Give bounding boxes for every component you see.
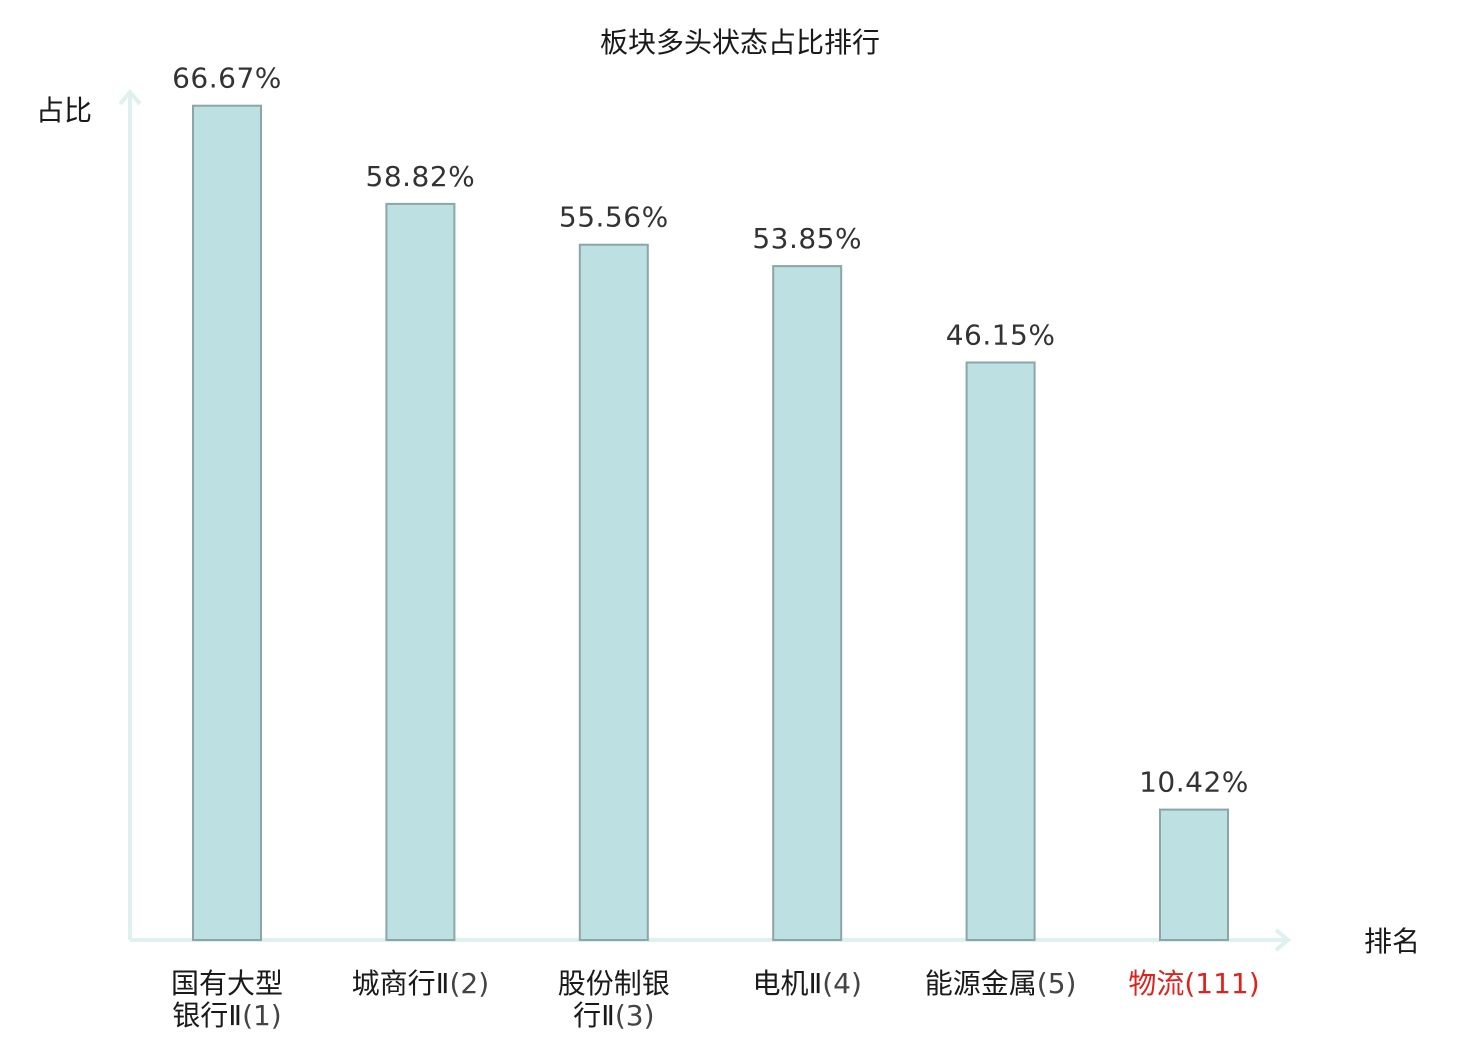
category-label-4: 电机Ⅱ(4) — [752, 967, 861, 1000]
category-label-6: 物流(111) — [1128, 967, 1259, 1000]
x-axis-label: 排名 — [1364, 925, 1420, 958]
value-label-1: 66.67% — [172, 62, 282, 95]
x-axis-arrow — [1274, 928, 1292, 952]
value-label-3: 55.56% — [559, 201, 669, 234]
bar-2 — [385, 202, 456, 941]
category-label-2: 城商行Ⅱ(2) — [352, 967, 489, 1000]
bar-5 — [965, 361, 1036, 941]
bar-6 — [1159, 808, 1229, 941]
chart-title: 板块多头状态占比排行 — [600, 26, 880, 59]
bar-4 — [772, 265, 843, 942]
bars — [192, 104, 1229, 942]
value-label-2: 58.82% — [366, 160, 476, 193]
bar-3 — [578, 243, 649, 941]
category-label-1: 国有大型银行Ⅱ(1) — [171, 967, 283, 1032]
value-label-4: 53.85% — [752, 222, 862, 255]
category-label-3: 股份制银行Ⅱ(3) — [558, 967, 670, 1032]
y-axis-arrow — [118, 88, 142, 106]
category-label-5: 能源金属(5) — [925, 967, 1077, 1000]
value-label-6: 10.42% — [1139, 766, 1249, 799]
y-axis-label: 占比 — [36, 94, 92, 127]
bar-1 — [192, 104, 262, 941]
value-label-5: 46.15% — [946, 319, 1056, 352]
category-labels: 国有大型银行Ⅱ(1) 城商行Ⅱ(2) 股份制银行Ⅱ(3) 电机Ⅱ(4) 能源金属(5) 物… — [171, 967, 1260, 1032]
axes — [118, 88, 1292, 952]
value-labels: 66.67% 58.82% 55.56% 53.85% 46.15% 10.42% — [172, 62, 1249, 799]
